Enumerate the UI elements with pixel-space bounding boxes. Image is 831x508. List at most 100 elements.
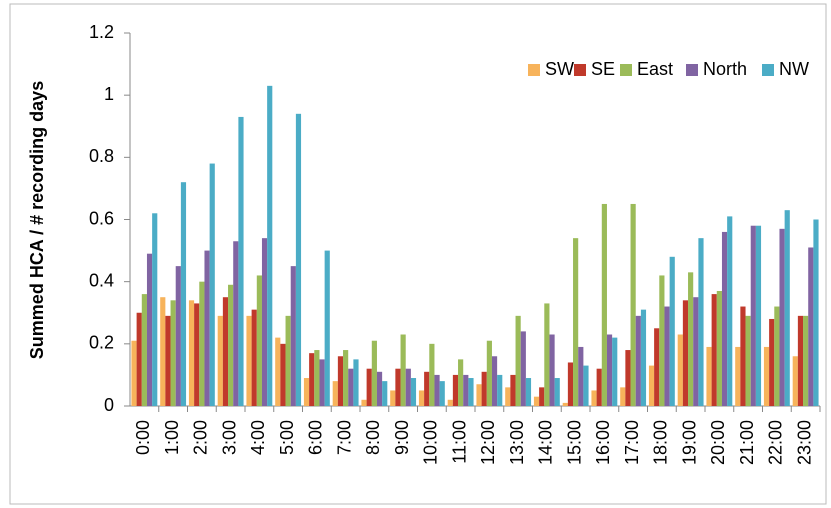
bar (361, 399, 367, 406)
x-tick-label: 7:00 (334, 420, 354, 455)
bar (194, 303, 200, 406)
y-tick-label: 0.6 (89, 208, 114, 228)
x-tick-label: 4:00 (248, 420, 268, 455)
bar (735, 346, 741, 406)
bar (745, 315, 751, 406)
legend-swatch (574, 64, 586, 76)
bar (539, 387, 545, 406)
bar (635, 315, 641, 406)
x-tick-label: 12:00 (478, 420, 498, 465)
y-tick-label: 0.2 (89, 333, 114, 353)
bar (165, 315, 171, 406)
bar (261, 238, 268, 406)
bar (175, 266, 181, 406)
bar (533, 396, 540, 406)
bar (228, 284, 234, 406)
bar (625, 350, 631, 406)
bar (779, 228, 785, 406)
bar (549, 334, 555, 406)
bar (395, 368, 401, 406)
bar (664, 306, 670, 406)
legend-label: SW (545, 59, 574, 79)
bar (303, 378, 310, 406)
legend-swatch (762, 64, 774, 76)
bar (659, 275, 665, 406)
bar (481, 371, 487, 406)
y-tick-label: 1.2 (89, 22, 114, 42)
bar (601, 203, 607, 406)
bar (314, 350, 320, 406)
bar (486, 340, 492, 406)
bar (251, 309, 257, 406)
bar (371, 340, 377, 406)
bar (769, 318, 775, 406)
bar (716, 290, 722, 406)
bar (366, 368, 372, 406)
bar (721, 231, 728, 406)
bar (353, 359, 359, 406)
bar (152, 213, 158, 406)
bar (510, 374, 516, 406)
bar (429, 343, 435, 406)
bar (222, 297, 229, 406)
bar (677, 334, 683, 406)
bar (554, 378, 560, 406)
bar (295, 113, 302, 407)
x-tick-label: 3:00 (219, 420, 239, 455)
bar (136, 312, 142, 406)
bar (131, 340, 137, 406)
legend-label: NW (779, 59, 809, 79)
chart-border (9, 3, 827, 505)
bar (792, 356, 798, 406)
bar (573, 238, 579, 406)
bar (434, 374, 440, 406)
bar (199, 281, 205, 406)
bar (583, 365, 589, 406)
bar (620, 387, 626, 406)
bar (505, 387, 511, 406)
bar (424, 371, 430, 406)
x-tick-label: 11:00 (449, 420, 469, 464)
x-tick-label: 18:00 (651, 420, 671, 465)
bar (693, 297, 699, 406)
bar (319, 359, 325, 406)
bar (640, 309, 647, 406)
bar (146, 253, 153, 406)
bar (654, 328, 660, 406)
bar (544, 303, 550, 406)
bar (612, 337, 618, 406)
bar (447, 399, 453, 406)
bar (337, 356, 344, 406)
x-tick-label: 22:00 (766, 420, 786, 465)
bar (515, 315, 521, 406)
bar (141, 294, 147, 406)
bar (740, 306, 746, 406)
bar (630, 203, 636, 406)
bar (332, 381, 338, 406)
x-tick-label: 17:00 (622, 420, 642, 465)
x-tick-label: 6:00 (306, 420, 326, 455)
bar (463, 374, 469, 406)
bar (285, 315, 291, 406)
bar (280, 343, 286, 406)
bar (711, 294, 717, 406)
x-tick-label: 8:00 (363, 420, 383, 455)
bar (209, 163, 215, 406)
x-tick-label: 16:00 (593, 420, 613, 465)
bar (390, 390, 396, 406)
legend-swatch (686, 64, 698, 76)
x-tick-label: 21:00 (737, 420, 757, 465)
bar (468, 378, 474, 406)
bar (669, 256, 675, 406)
bar (698, 238, 704, 406)
bar (204, 250, 210, 406)
bar (784, 210, 790, 406)
legend-label: East (637, 59, 673, 79)
bar (309, 353, 315, 406)
bar (267, 85, 273, 406)
bar (813, 219, 819, 406)
bar (648, 365, 655, 406)
bar (217, 315, 223, 406)
bar (376, 371, 383, 406)
